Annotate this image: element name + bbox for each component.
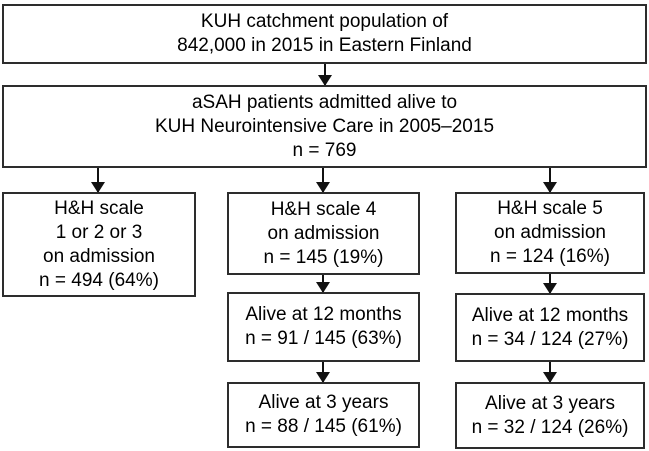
node-line: aSAH patients admitted alive to xyxy=(191,91,458,113)
node-line: KUH Neurointensive Care in 2005–2015 xyxy=(154,115,495,137)
node-hh-scale-5: H&H scale 5 on admission n = 124 (16%) xyxy=(455,192,645,274)
arrow-admitted-to-hh4 xyxy=(322,168,324,192)
node-line: n = 494 (64%) xyxy=(39,269,159,291)
node-hh5-alive-3-years: Alive at 3 years n = 32 / 124 (26%) xyxy=(455,382,645,449)
node-line: 842,000 in 2015 in Eastern Finland xyxy=(177,35,472,56)
node-hh4-alive-3-years: Alive at 3 years n = 88 / 145 (61%) xyxy=(227,382,420,448)
node-line: Alive at 12 months xyxy=(471,304,629,326)
node-line: Alive at 3 years xyxy=(258,392,389,413)
node-line: n = 91 / 145 (63%) xyxy=(245,328,402,349)
arrow-hh5-to-12mo xyxy=(549,274,551,293)
node-line: Alive at 3 years xyxy=(485,392,615,414)
node-hh-scale-1-2-3: H&H scale 1 or 2 or 3 on admission n = 4… xyxy=(2,192,196,297)
node-line: on admission xyxy=(267,222,380,244)
node-admitted: aSAH patients admitted alive to KUH Neur… xyxy=(2,85,647,168)
node-line: 1 or 2 or 3 xyxy=(55,221,143,243)
node-line: n = 32 / 124 (26%) xyxy=(471,416,629,438)
arrow-population-to-admitted xyxy=(324,64,326,85)
node-line: n = 124 (16%) xyxy=(490,246,610,267)
node-line: H&H scale xyxy=(54,197,144,219)
arrow-hh4-to-12mo xyxy=(322,275,324,292)
node-line: on admission xyxy=(494,222,606,243)
node-line: KUH catchment population of xyxy=(200,11,449,32)
node-line: H&H scale 4 xyxy=(270,198,377,220)
node-hh-scale-4: H&H scale 4 on admission n = 145 (19%) xyxy=(227,192,420,275)
node-hh5-alive-12-months: Alive at 12 months n = 34 / 124 (27%) xyxy=(455,293,645,362)
arrow-admitted-to-hh5 xyxy=(549,168,551,192)
node-population: KUH catchment population of 842,000 in 2… xyxy=(2,4,647,64)
node-line: n = 769 xyxy=(292,139,357,161)
node-line: n = 145 (19%) xyxy=(263,246,384,268)
node-line: Alive at 12 months xyxy=(245,304,402,325)
node-line: on admission xyxy=(43,245,155,267)
node-hh4-alive-12-months: Alive at 12 months n = 91 / 145 (63%) xyxy=(227,292,420,362)
node-line: n = 34 / 124 (27%) xyxy=(471,328,629,350)
arrow-admitted-to-hh123 xyxy=(97,168,99,192)
arrow-hh4-12mo-to-3y xyxy=(322,362,324,382)
node-line: n = 88 / 145 (61%) xyxy=(245,416,402,437)
arrow-hh5-12mo-to-3y xyxy=(549,362,551,382)
node-line: H&H scale 5 xyxy=(497,198,603,219)
